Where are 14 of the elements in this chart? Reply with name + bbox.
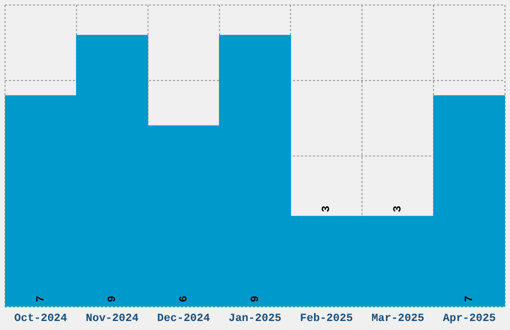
data-label: 6 — [178, 296, 190, 302]
x-tick-label: Feb-2025 — [300, 313, 354, 326]
data-label: 7 — [464, 296, 476, 302]
x-tick-label: Mar-2025 — [371, 313, 425, 326]
data-label: 9 — [250, 296, 262, 302]
x-tick-label: Dec-2024 — [157, 313, 210, 326]
x-tick-label: Jan-2025 — [228, 313, 282, 326]
data-label: 3 — [392, 205, 405, 212]
data-label: 9 — [106, 296, 119, 302]
x-tick-label: Oct-2024 — [14, 313, 68, 326]
x-tick-label: Apr-2025 — [442, 313, 496, 326]
data-label: 7 — [35, 296, 48, 302]
x-tick-label: Nov-2024 — [86, 313, 139, 326]
data-label: 3 — [321, 205, 334, 212]
